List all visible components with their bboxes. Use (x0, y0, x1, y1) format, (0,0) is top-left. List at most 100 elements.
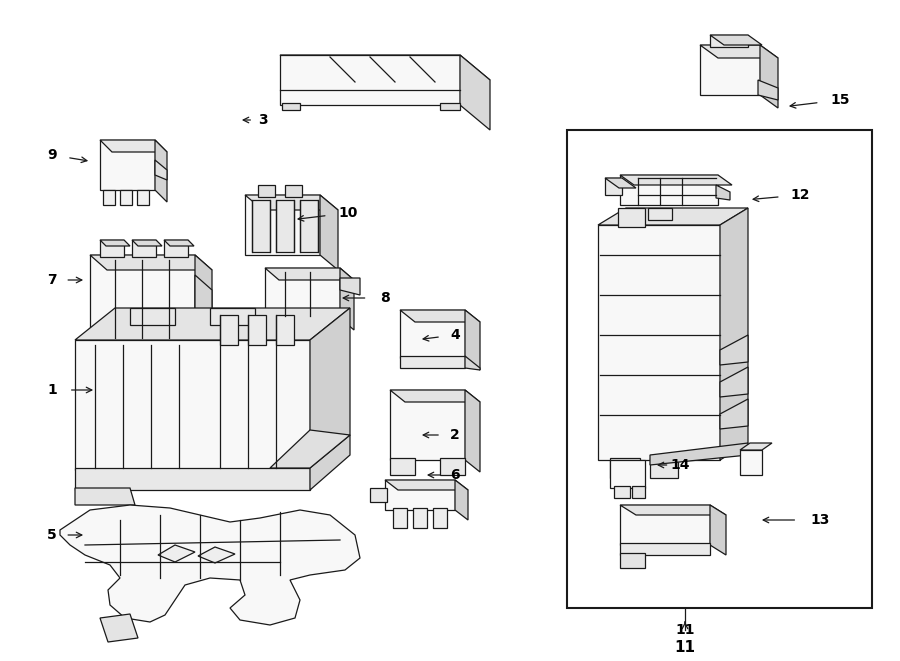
Polygon shape (340, 268, 354, 330)
Polygon shape (155, 160, 167, 180)
Polygon shape (155, 140, 167, 202)
Text: 6: 6 (450, 468, 460, 482)
Text: 7: 7 (47, 273, 57, 287)
Polygon shape (650, 458, 678, 478)
Polygon shape (620, 175, 718, 205)
Polygon shape (132, 240, 162, 246)
Text: 8: 8 (380, 291, 390, 305)
Polygon shape (310, 308, 350, 470)
Polygon shape (90, 356, 115, 372)
Polygon shape (90, 255, 195, 340)
Polygon shape (75, 468, 310, 490)
Polygon shape (340, 278, 360, 295)
Polygon shape (620, 553, 645, 568)
Text: 1: 1 (47, 383, 57, 397)
Polygon shape (465, 310, 480, 370)
Polygon shape (258, 185, 275, 197)
Polygon shape (393, 508, 407, 528)
Polygon shape (276, 200, 294, 252)
Polygon shape (455, 480, 468, 520)
Polygon shape (252, 200, 270, 252)
Polygon shape (276, 315, 294, 345)
Text: 11: 11 (674, 641, 696, 656)
Polygon shape (648, 208, 672, 220)
Polygon shape (740, 443, 772, 450)
Polygon shape (716, 185, 730, 200)
Polygon shape (614, 486, 630, 498)
Polygon shape (164, 240, 188, 257)
Polygon shape (310, 435, 350, 490)
Polygon shape (282, 103, 300, 110)
Polygon shape (710, 35, 748, 47)
Polygon shape (195, 275, 212, 320)
Polygon shape (137, 190, 149, 205)
Polygon shape (100, 240, 130, 246)
Polygon shape (598, 225, 720, 460)
Polygon shape (132, 240, 156, 257)
Polygon shape (390, 390, 480, 402)
Polygon shape (220, 315, 238, 345)
Polygon shape (100, 614, 138, 642)
Polygon shape (265, 268, 340, 318)
Text: 2: 2 (450, 428, 460, 442)
Polygon shape (620, 543, 710, 555)
Text: 12: 12 (790, 188, 810, 202)
Polygon shape (158, 545, 195, 562)
Polygon shape (400, 310, 465, 358)
Polygon shape (100, 240, 124, 257)
Polygon shape (245, 195, 320, 255)
Text: 5: 5 (47, 528, 57, 542)
Polygon shape (610, 460, 645, 488)
Polygon shape (120, 190, 132, 205)
Polygon shape (400, 356, 465, 368)
Polygon shape (758, 80, 778, 100)
Polygon shape (700, 45, 760, 95)
Polygon shape (100, 140, 167, 152)
Text: 15: 15 (830, 93, 850, 107)
Polygon shape (620, 505, 710, 545)
Polygon shape (710, 35, 762, 45)
Polygon shape (390, 390, 465, 460)
Polygon shape (300, 200, 318, 252)
Polygon shape (385, 480, 468, 490)
Polygon shape (245, 195, 338, 210)
Polygon shape (370, 488, 387, 502)
Polygon shape (413, 508, 427, 528)
Polygon shape (390, 458, 415, 475)
Polygon shape (598, 208, 748, 225)
Polygon shape (700, 45, 778, 58)
Polygon shape (103, 190, 115, 205)
Polygon shape (433, 508, 447, 528)
Polygon shape (650, 443, 748, 465)
Polygon shape (320, 195, 338, 270)
Polygon shape (385, 480, 455, 510)
Polygon shape (316, 318, 332, 334)
Text: 11: 11 (675, 623, 695, 637)
Polygon shape (400, 310, 480, 322)
Polygon shape (465, 356, 480, 370)
Polygon shape (440, 458, 465, 475)
Polygon shape (740, 450, 762, 475)
Polygon shape (90, 255, 212, 270)
Polygon shape (265, 268, 354, 280)
Polygon shape (710, 505, 726, 555)
Polygon shape (620, 505, 726, 515)
Text: 9: 9 (47, 148, 57, 162)
Polygon shape (210, 308, 255, 325)
Text: 4: 4 (450, 328, 460, 342)
Text: 13: 13 (810, 513, 830, 527)
Polygon shape (195, 255, 212, 355)
Polygon shape (620, 175, 732, 185)
Polygon shape (164, 240, 194, 246)
Polygon shape (460, 55, 490, 130)
Polygon shape (145, 338, 195, 350)
Polygon shape (720, 208, 748, 460)
Polygon shape (465, 390, 480, 472)
Polygon shape (720, 335, 748, 365)
Polygon shape (280, 55, 460, 105)
Text: 10: 10 (338, 206, 357, 220)
Polygon shape (280, 55, 490, 80)
Polygon shape (285, 185, 302, 197)
Polygon shape (75, 308, 350, 340)
Polygon shape (60, 505, 360, 625)
